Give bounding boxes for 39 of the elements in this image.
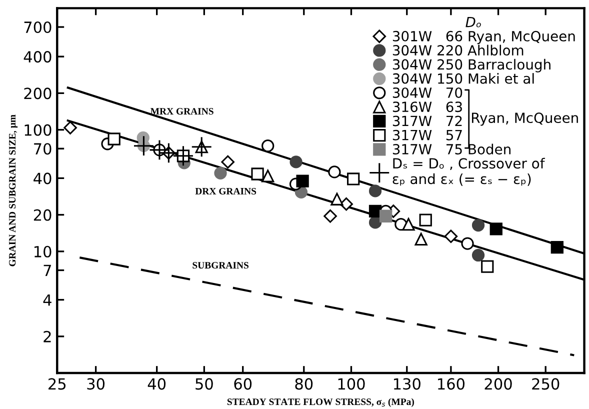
- legend-label: 304W 220 Ahlblom: [392, 44, 524, 56]
- legend-label: 316W 63: [392, 102, 462, 112]
- legend-label: Dₛ = Dₒ , Crossover of εₚ and εₓ (= εₛ − εₚ): [392, 158, 546, 186]
- y-axis-title: GRAIN AND SUBGRAIN SIZE, µm: [9, 114, 18, 266]
- legend-label: 317W 72: [392, 116, 462, 126]
- x-tick-label: 100: [338, 378, 365, 390]
- x-tick-label: 80: [295, 378, 313, 390]
- annotation: MRX GRAINS: [150, 108, 214, 115]
- legend-label: 304W 150 Maki et al: [392, 73, 534, 84]
- y-tick-label: 70: [34, 143, 52, 155]
- y-tick-label: 2: [44, 330, 51, 342]
- y-tick-label: 10: [34, 246, 52, 258]
- x-axis-title: STEADY STATE FLOW STRESS, σ$_{s}$ (MPa): [227, 398, 414, 408]
- x-tick-label: 250: [532, 378, 560, 390]
- legend-label: 317W 57: [392, 130, 462, 140]
- y-tick-label: 100: [24, 124, 52, 136]
- annotation: Ryan, McQueen: [472, 112, 578, 126]
- legend-label: 317W 75 Boden: [392, 144, 510, 154]
- x-tick-label: 130: [394, 378, 420, 390]
- x-tick-label: 30: [87, 378, 105, 390]
- x-tick-label: 25: [48, 378, 66, 390]
- legend-label: 304W 70: [392, 87, 462, 98]
- x-tick-label: 60: [234, 378, 252, 390]
- y-tick-label: 4: [43, 294, 52, 306]
- legend-label: 304W 250 Barraclough: [392, 58, 550, 72]
- x-tick-label: 160: [438, 378, 464, 390]
- y-tick-label: 200: [24, 88, 52, 100]
- x-tick-label: 40: [148, 378, 166, 390]
- y-tick-label: 700: [24, 21, 52, 34]
- annotation: DRX GRAINS: [195, 188, 256, 194]
- x-tick-label: 200: [484, 378, 512, 390]
- legend-label: 301W 66 Ryan, McQueen: [392, 30, 575, 44]
- y-tick-label: 20: [34, 209, 52, 221]
- y-tick-label: 7: [44, 264, 51, 276]
- y-tick-label: 40: [34, 172, 52, 184]
- legend-title: Dₒ: [466, 16, 481, 28]
- y-tick-label: 400: [24, 51, 52, 63]
- annotation: SUBGRAINS: [192, 262, 249, 269]
- x-tick-label: 50: [196, 378, 213, 390]
